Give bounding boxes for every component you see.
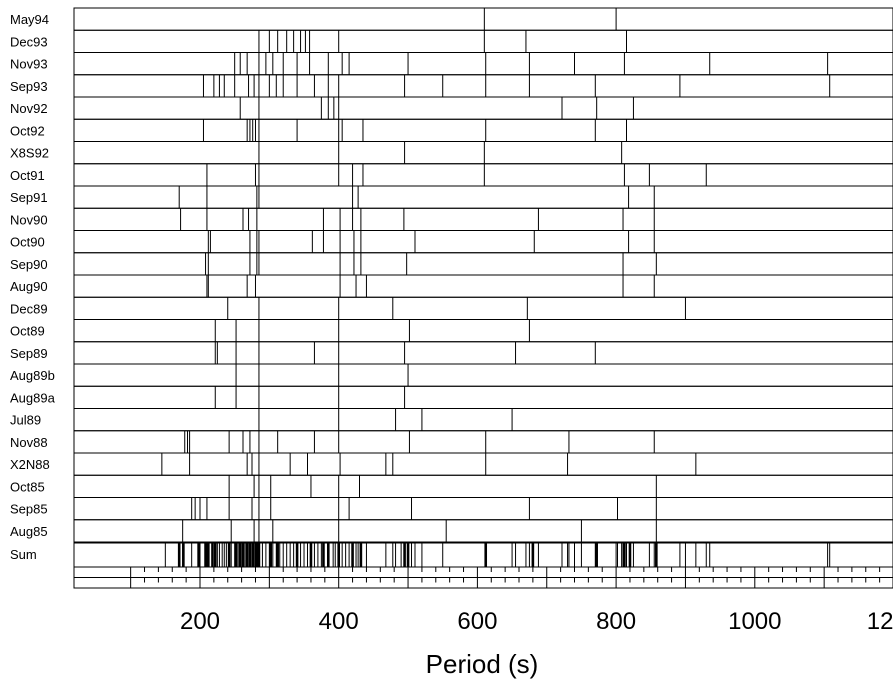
row-label: Oct92	[10, 123, 45, 138]
row-frame	[73, 29, 893, 53]
row-label: Sep90	[10, 257, 48, 272]
row-frame	[73, 319, 893, 343]
row-frame	[73, 363, 893, 387]
row-frame	[73, 474, 893, 498]
row-frame	[73, 230, 893, 254]
row-frame	[73, 52, 893, 76]
row-label: X2N88	[10, 457, 50, 472]
row-Dec93: Dec93	[10, 29, 893, 53]
row-Jul89: Jul89	[10, 408, 893, 432]
row-Sep89: Sep89	[10, 341, 893, 365]
sum-frame	[73, 542, 893, 568]
row-frame	[73, 497, 893, 521]
row-label: Oct90	[10, 235, 45, 250]
row-Aug90: Aug90	[10, 274, 893, 298]
row-label: Dec93	[10, 34, 48, 49]
row-Sep93: Sep93	[10, 74, 893, 98]
row-Oct90: Oct90	[10, 230, 893, 254]
row-label: Nov92	[10, 101, 48, 116]
row-frame	[73, 408, 893, 432]
row-Aug85: Aug85	[10, 519, 893, 543]
row-label: Sep85	[10, 502, 48, 517]
row-label: Aug89a	[10, 390, 56, 405]
row-frame	[73, 252, 893, 276]
row-Oct91: Oct91	[10, 163, 893, 187]
row-frame	[73, 296, 893, 320]
x-tick-label: 200	[180, 608, 220, 635]
row-Sep85: Sep85	[10, 497, 893, 521]
row-label: Nov90	[10, 212, 48, 227]
row-Oct92: Oct92	[10, 118, 893, 142]
row-Dec89: Dec89	[10, 296, 893, 320]
x-tick-label: 400	[319, 608, 359, 635]
row-frame	[73, 118, 893, 142]
row-May94: May94	[10, 7, 893, 31]
row-label: X8S92	[10, 146, 49, 161]
row-frame	[73, 141, 893, 165]
row-label: Nov88	[10, 435, 48, 450]
tick-ruler	[73, 566, 893, 589]
row-Nov90: Nov90	[10, 207, 893, 231]
sum-label: Sum	[10, 547, 37, 562]
row-label: Sep89	[10, 346, 48, 361]
row-label: Oct89	[10, 324, 45, 339]
row-Nov92: Nov92	[10, 96, 893, 120]
x-axis-title: Period (s)	[426, 649, 539, 679]
row-frame	[73, 452, 893, 476]
row-label: Aug90	[10, 279, 48, 294]
row-frame	[73, 96, 893, 120]
row-frame	[73, 7, 893, 31]
x-tick-labels: 200 400 600 800 1000 1200	[180, 608, 893, 635]
row-label: Jul89	[10, 413, 41, 428]
x-tick-label: 800	[596, 608, 636, 635]
row-Aug89a: Aug89a	[10, 385, 893, 409]
row-Nov93: Nov93	[10, 52, 893, 76]
row-label: May94	[10, 12, 49, 27]
row-X8S92: X8S92	[10, 141, 893, 165]
row-label: Oct85	[10, 479, 45, 494]
x-tick-label: 1000	[728, 608, 781, 635]
row-label: Aug89b	[10, 368, 55, 383]
row-Oct85: Oct85	[10, 474, 893, 498]
row-label: Nov93	[10, 57, 48, 72]
row-Nov88: Nov88	[10, 430, 893, 454]
row-label: Sep93	[10, 79, 48, 94]
row-label: Aug85	[10, 524, 48, 539]
x-tick-label: 1200	[867, 608, 893, 635]
row-strips: May94 Dec93 Nov93 Sep93 Nov92 Oct92 X8S92 Oct91…	[10, 7, 893, 543]
row-label: Oct91	[10, 168, 45, 183]
row-frame	[73, 519, 893, 543]
row-X2N88: X2N88	[10, 452, 893, 476]
row-Sep91: Sep91	[10, 185, 893, 209]
row-Oct89: Oct89	[10, 319, 893, 343]
row-Aug89b: Aug89b	[10, 363, 893, 387]
sum-strip: Sum	[10, 542, 893, 568]
row-frame	[73, 430, 893, 454]
row-frame	[73, 274, 893, 298]
row-label: Dec89	[10, 301, 48, 316]
x-tick-label: 600	[457, 608, 497, 635]
row-frame	[73, 74, 893, 98]
row-frame	[73, 341, 893, 365]
row-frame	[73, 185, 893, 209]
row-frame	[73, 163, 893, 187]
row-frame	[73, 207, 893, 231]
row-frame	[73, 385, 893, 409]
row-Sep90: Sep90	[10, 252, 893, 276]
row-label: Sep91	[10, 190, 48, 205]
